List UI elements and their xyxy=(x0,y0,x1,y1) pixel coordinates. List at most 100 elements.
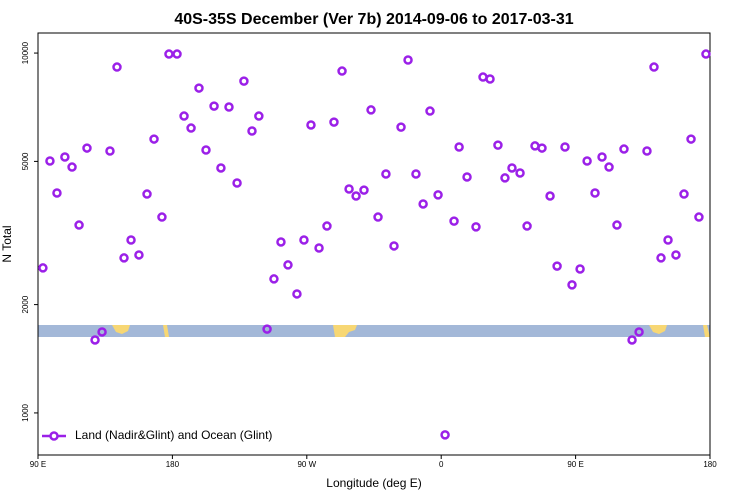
point xyxy=(560,142,570,152)
point xyxy=(545,191,555,201)
point xyxy=(38,263,48,273)
point xyxy=(663,235,673,245)
legend-label: Land (Nadir&Glint) and Ocean (Glint) xyxy=(75,428,272,442)
point xyxy=(119,253,129,263)
point xyxy=(329,117,339,127)
chart-title: 40S-35S December (Ver 7b) 2014-09-06 to … xyxy=(174,11,573,28)
point xyxy=(322,221,332,231)
point xyxy=(90,335,100,345)
x-tick-label: 180 xyxy=(703,460,717,469)
point xyxy=(634,327,644,337)
point xyxy=(60,152,70,162)
point xyxy=(671,250,681,260)
point xyxy=(701,49,711,59)
point xyxy=(597,152,607,162)
point xyxy=(97,327,107,337)
y-tick-label: 2000 xyxy=(21,295,30,313)
point xyxy=(381,169,391,179)
point xyxy=(471,222,481,232)
x-tick-label: 180 xyxy=(166,460,180,469)
point xyxy=(396,122,406,132)
point xyxy=(283,260,293,270)
point xyxy=(142,189,152,199)
point xyxy=(105,146,115,156)
point xyxy=(45,156,55,166)
point xyxy=(619,144,629,154)
point xyxy=(254,111,264,121)
point xyxy=(515,168,525,178)
point xyxy=(552,261,562,271)
point xyxy=(454,142,464,152)
point xyxy=(337,66,347,76)
point xyxy=(418,199,428,209)
point xyxy=(575,264,585,274)
point xyxy=(686,134,696,144)
point xyxy=(582,156,592,166)
y-tick-label: 5000 xyxy=(21,152,30,170)
point xyxy=(224,102,234,112)
x-tick-label: 90 E xyxy=(567,460,583,469)
point xyxy=(373,212,383,222)
point xyxy=(642,146,652,156)
point xyxy=(656,253,666,263)
point xyxy=(344,184,354,194)
point xyxy=(292,289,302,299)
point xyxy=(262,324,272,334)
point xyxy=(149,134,159,144)
point xyxy=(649,62,659,72)
point xyxy=(440,430,450,440)
point xyxy=(462,172,472,182)
point xyxy=(612,220,622,230)
point xyxy=(403,55,413,65)
point xyxy=(493,140,503,150)
point xyxy=(500,173,510,183)
point xyxy=(389,241,399,251)
x-tick-label: 90 W xyxy=(297,460,316,469)
point xyxy=(411,169,421,179)
point xyxy=(172,49,182,59)
point xyxy=(314,243,324,253)
plot-frame xyxy=(37,32,711,456)
point xyxy=(216,163,226,173)
point xyxy=(164,49,174,59)
point xyxy=(679,189,689,199)
y-tick-label: 10000 xyxy=(21,41,30,64)
point xyxy=(694,212,704,222)
point xyxy=(306,120,316,130)
point xyxy=(359,185,369,195)
point xyxy=(239,76,249,86)
point xyxy=(67,162,77,172)
point xyxy=(276,237,286,247)
x-tick-label: 90 E xyxy=(30,460,46,469)
point xyxy=(157,212,167,222)
x-tick-label: 0 xyxy=(439,460,444,469)
point xyxy=(134,250,144,260)
point xyxy=(247,126,257,136)
y-tick-label: 1000 xyxy=(21,403,30,421)
point xyxy=(433,190,443,200)
point xyxy=(74,220,84,230)
point xyxy=(522,221,532,231)
x-axis-label: Longitude (deg E) xyxy=(326,476,421,490)
point xyxy=(186,123,196,133)
point xyxy=(209,101,219,111)
point xyxy=(567,280,577,290)
point xyxy=(627,335,637,345)
point xyxy=(269,274,279,284)
point xyxy=(449,216,459,226)
point xyxy=(82,143,92,153)
point xyxy=(194,83,204,93)
point xyxy=(507,163,517,173)
point xyxy=(112,62,122,72)
point xyxy=(537,143,547,153)
point xyxy=(590,188,600,198)
y-axis-label: N Total xyxy=(0,225,14,262)
point xyxy=(425,106,435,116)
point xyxy=(126,235,136,245)
map-strip xyxy=(38,325,710,337)
point xyxy=(232,178,242,188)
legend-marker xyxy=(49,431,59,441)
point xyxy=(351,191,361,201)
point xyxy=(179,111,189,121)
